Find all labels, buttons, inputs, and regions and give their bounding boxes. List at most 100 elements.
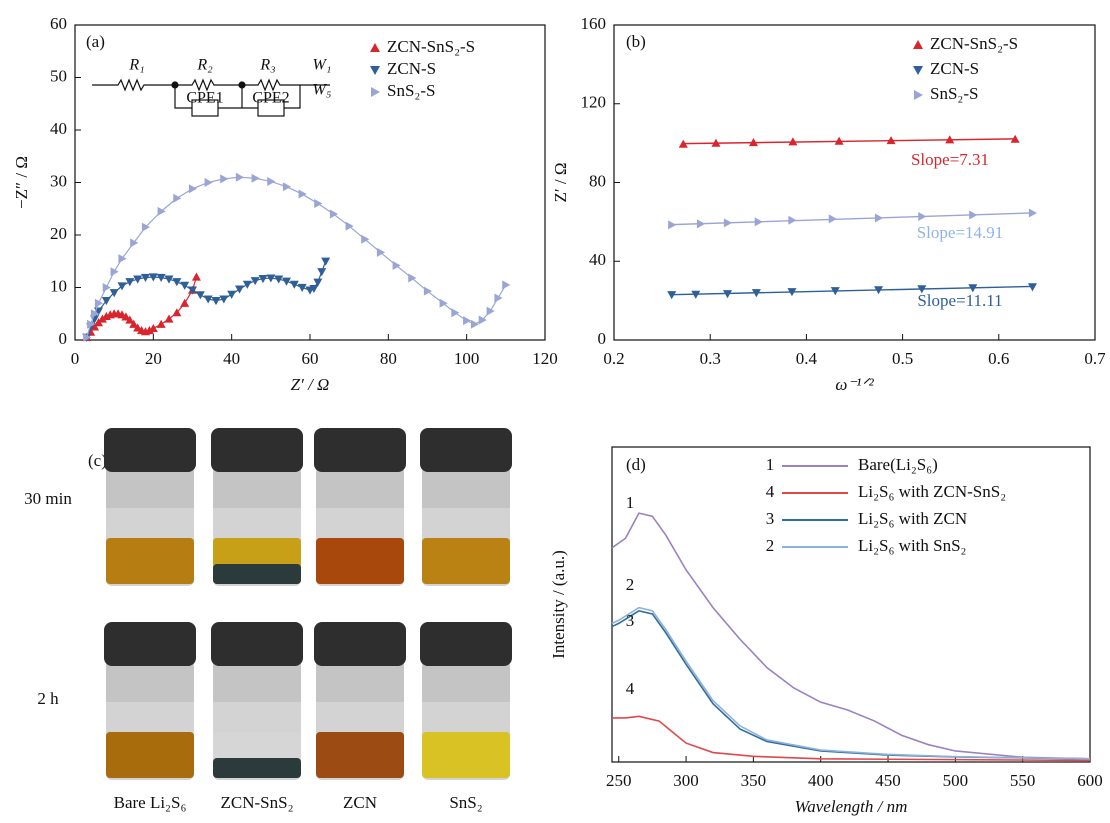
marker [691, 290, 701, 299]
marker [220, 174, 229, 184]
row-label: 2 h [37, 689, 59, 708]
marker [242, 280, 252, 289]
x-tick-label: 60 [302, 349, 319, 368]
series-line [612, 715, 1091, 762]
vial-cap [314, 622, 406, 666]
marker [121, 312, 131, 321]
marker [97, 314, 107, 323]
row-label: 30 min [24, 489, 72, 508]
legend-marker [371, 87, 380, 97]
y-tick-label: 0 [598, 329, 607, 348]
marker [117, 282, 127, 291]
y-tick-label: 60 [50, 14, 67, 33]
vial-cap [104, 622, 196, 666]
curve-number: 1 [626, 493, 635, 512]
vial-liquid [106, 538, 194, 584]
x-tick-label: 450 [875, 771, 901, 790]
x-tick-label: 120 [532, 349, 558, 368]
marker [830, 287, 840, 296]
circuit-label: W₁ [313, 57, 332, 74]
marker [451, 308, 460, 318]
marker [172, 308, 182, 317]
panel-label: (a) [86, 32, 105, 51]
series-line [611, 609, 1091, 760]
marker [439, 298, 448, 308]
y-tick-label: 80 [589, 171, 606, 190]
y-axis-label: Z′ / Ω [551, 163, 570, 203]
marker [188, 286, 197, 295]
marker [204, 178, 213, 187]
marker [251, 173, 260, 183]
circuit-label: CPE2 [252, 90, 289, 107]
marker [173, 193, 182, 203]
circuit-label: W₅ [313, 82, 332, 99]
vial-label-wrap [213, 662, 301, 702]
legend-label: SnS₂-S [387, 81, 435, 100]
x-tick-label: 550 [1010, 771, 1036, 790]
vial [104, 428, 196, 586]
legend-label: SnS₂-S [930, 84, 978, 103]
marker [361, 234, 370, 244]
vial-cap [211, 428, 303, 472]
circuit [92, 78, 330, 117]
vial-label-wrap [316, 662, 404, 702]
circuit-label: R₂ [196, 57, 213, 74]
vial-sediment [213, 564, 301, 584]
x-axis-label: ω⁻¹ᐟ² [835, 375, 874, 394]
vial-liquid [422, 732, 510, 778]
marker [1028, 208, 1037, 218]
marker [219, 295, 229, 304]
marker [917, 285, 927, 294]
marker [748, 138, 758, 147]
legend-label: ZCN-S [930, 59, 979, 78]
marker [156, 319, 166, 328]
curve-number: 3 [626, 611, 635, 630]
sample-label: ZCN-SnS₂ [221, 793, 294, 812]
marker [258, 274, 268, 284]
x-tick-label: 100 [454, 349, 480, 368]
marker [678, 139, 688, 148]
series [678, 134, 1020, 148]
annotation: Slope=14.91 [917, 223, 1004, 242]
x-tick-label: 400 [808, 771, 834, 790]
marker [267, 176, 276, 186]
panel-label: (b) [626, 32, 646, 51]
x-tick-label: 350 [741, 771, 767, 790]
marker [130, 238, 139, 248]
y-tick-label: 40 [589, 250, 606, 269]
vial-liquid [316, 538, 404, 584]
series [668, 208, 1037, 230]
series [611, 606, 1091, 760]
x-tick-label: 40 [223, 349, 240, 368]
x-tick-label: 250 [606, 771, 632, 790]
x-tick-label: 0.5 [892, 349, 913, 368]
marker [788, 137, 798, 146]
marker [87, 319, 96, 329]
marker [125, 315, 135, 324]
legend-label: Li₂S₆ with SnS₂ [858, 536, 966, 555]
annotation: Slope=7.31 [911, 150, 989, 169]
legend-label: ZCN-SnS₂-S [930, 34, 1018, 53]
series-line [86, 176, 507, 338]
marker [1027, 283, 1037, 292]
marker [754, 217, 763, 227]
curve-number: 4 [626, 679, 635, 698]
marker [969, 210, 978, 220]
vial-cap [420, 622, 512, 666]
marker [668, 220, 677, 230]
legend-marker [913, 40, 923, 49]
legend-label: ZCN-S [387, 59, 436, 78]
marker [787, 288, 797, 297]
marker [945, 135, 955, 144]
marker [266, 274, 276, 283]
legend-marker [370, 66, 380, 75]
marker [329, 209, 338, 219]
marker [470, 319, 479, 329]
x-tick-label: 0.4 [796, 349, 818, 368]
marker [751, 289, 761, 298]
series-line [611, 606, 1091, 760]
vial-label-wrap [316, 468, 404, 508]
vial [314, 622, 406, 780]
marker [180, 298, 190, 307]
